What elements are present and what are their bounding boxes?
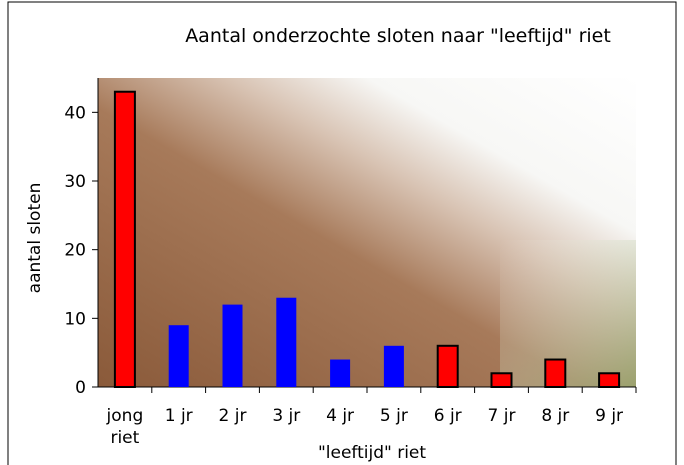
y-tick-label: 20 <box>64 241 86 261</box>
x-tick-label: jong riet <box>106 406 144 448</box>
x-tick-label: 3 jr <box>272 406 301 426</box>
y-tick-label: 0 <box>75 378 86 398</box>
x-tick-label: 1 jr <box>164 406 193 426</box>
bar <box>222 304 243 387</box>
bar <box>113 90 136 388</box>
bar <box>490 372 513 388</box>
bar <box>330 359 351 387</box>
y-axis-title: aantal sloten <box>25 183 45 294</box>
bar <box>168 325 189 387</box>
x-tick-label: 7 jr <box>487 406 516 426</box>
x-tick-label: 5 jr <box>379 406 408 426</box>
x-tick-label: 8 jr <box>541 406 570 426</box>
y-tick-label: 30 <box>64 172 86 192</box>
x-tick-label: 2 jr <box>218 406 247 426</box>
x-tick-label: 4 jr <box>326 406 355 426</box>
plot-background-grass <box>500 240 636 387</box>
chart-title: Aantal onderzochte sloten naar "leeftijd… <box>185 25 611 47</box>
bar <box>544 358 567 388</box>
x-tick-label: 9 jr <box>595 406 624 426</box>
y-tick-label: 10 <box>64 309 86 329</box>
x-tick-label: 6 jr <box>433 406 462 426</box>
x-axis-title: "leeftijd" riet <box>318 443 426 463</box>
bar <box>436 344 459 388</box>
bar <box>383 345 404 387</box>
bar <box>276 297 297 387</box>
bar <box>598 372 621 388</box>
y-tick-label: 40 <box>64 103 86 123</box>
